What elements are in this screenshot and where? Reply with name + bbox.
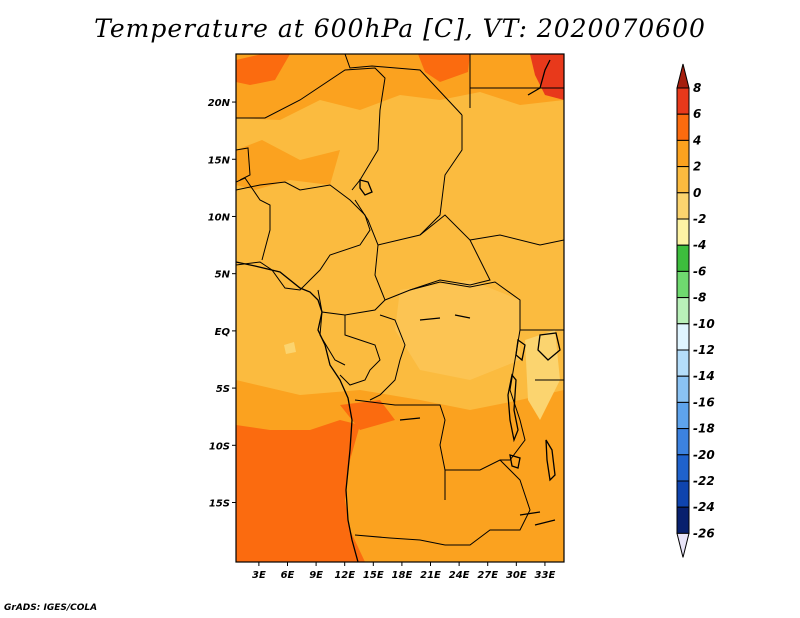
field-north-2-4: [236, 54, 564, 120]
colorbar-over-triangle: [676, 63, 690, 89]
colorbar-segment: [676, 218, 690, 246]
red-sea-coast: [527, 59, 551, 96]
colorbar-segment: [676, 87, 690, 115]
colorbar-label: -4: [693, 238, 706, 252]
colorbar-segment: [676, 244, 690, 272]
lon-tick-label: 27E: [477, 570, 498, 581]
boundary-drc-east: [500, 329, 526, 461]
lake-malawi: [545, 439, 556, 482]
lon-tick-label: 6E: [281, 570, 295, 581]
lon-tick-label: 12E: [334, 570, 355, 581]
lon-tick-label: 24E: [449, 570, 470, 581]
colorbar-label: -2: [693, 212, 706, 226]
boundary-drc-west: [369, 314, 406, 401]
boundary-drc-north: [409, 281, 521, 330]
colorbar-segment: [676, 349, 690, 377]
colorbar-segment: [676, 323, 690, 351]
field-lakes-0-neg2: [525, 330, 560, 420]
boundary-niger-chad: [236, 67, 386, 191]
lon-tick-label: 9E: [309, 570, 323, 581]
lake-albert: [515, 338, 526, 362]
field-central-light: [395, 280, 520, 380]
lat-tick-label: 20N: [208, 98, 231, 109]
colorbar-label: 8: [693, 81, 701, 95]
boundary-angola-south: [354, 534, 446, 546]
colorbar-label: -14: [693, 369, 715, 383]
small-coast-bits: [399, 314, 556, 526]
coast-gulf-of-guinea: [236, 261, 359, 562]
lon-tick-label: 15E: [363, 570, 384, 581]
colorbar-label: -20: [693, 448, 715, 462]
colorbar-segment: [676, 480, 690, 508]
country-boundaries: [236, 54, 564, 546]
field-sahel-2-4: [236, 140, 340, 190]
colorbar-segment: [676, 113, 690, 141]
colorbar-segment: [676, 139, 690, 168]
lat-tick-label: 10S: [209, 441, 230, 452]
colorbar-label: -12: [693, 343, 715, 357]
chart-title: Temperature at 600hPa [C], VT: 202007060…: [94, 14, 706, 43]
boundary-zambia: [445, 459, 531, 546]
colorbar-segment: [676, 192, 690, 220]
lat-tick-label: 5N: [215, 270, 231, 281]
lat-tick-label: 15N: [208, 155, 231, 166]
longitude-axis: 3E 6E 9E 12E 15E 18E 21E 24E 27E 30E 33E: [252, 562, 555, 581]
colorbar-label: -26: [693, 526, 715, 540]
colorbar-segment: [676, 297, 690, 325]
colorbar-segment: [676, 270, 690, 299]
colorbar-segment: [676, 506, 690, 534]
lake-tanganyika: [507, 373, 519, 443]
lon-tick-label: 3E: [252, 570, 266, 581]
lake-chad: [359, 179, 373, 196]
lake-victoria: [537, 332, 561, 361]
latitude-axis: 20N 15N 10N 5N EQ 5S 10S 15S: [208, 98, 236, 510]
temperature-field: [236, 54, 564, 562]
field-small-cool-patch: [284, 342, 296, 354]
colorbar-label: -22: [693, 474, 715, 488]
colorbar-label: -8: [693, 291, 706, 305]
lat-tick-label: 15S: [209, 499, 230, 510]
lon-tick-label: 33E: [535, 570, 556, 581]
colorbar: 8 6 4 2 0 -2 -4 -6 -8 -10 -12 -14 -16 -18 -20 -22 -24 -26: [676, 63, 715, 558]
lat-tick-label: EQ: [215, 327, 231, 338]
map-frame: [235, 53, 565, 563]
credit-text: GrADS: IGES/COLA: [4, 603, 98, 613]
boundary-southsudan: [469, 234, 564, 246]
field-angola-coast-4-6: [340, 400, 395, 430]
lake-mweru: [509, 454, 521, 469]
coastlines: [236, 59, 561, 562]
field-north-centre-4-6: [418, 54, 470, 82]
colorbar-label: 0: [693, 186, 701, 200]
colorbar-segment: [676, 375, 690, 403]
colorbar-label: -18: [693, 422, 715, 436]
boundary-car: [377, 214, 491, 301]
boundary-chad-sudan: [419, 115, 463, 236]
field-southwest-4-6: [236, 420, 365, 562]
colorbar-label: -10: [693, 317, 715, 331]
colorbar-label: -6: [693, 264, 706, 278]
boundary-gabon: [319, 311, 346, 366]
colorbar-label: -24: [693, 500, 715, 514]
boundary-chad-libya: [344, 54, 463, 116]
colorbar-label: -16: [693, 395, 715, 409]
colorbar-under-triangle: [676, 532, 690, 558]
lat-tick-label: 10N: [208, 212, 231, 223]
lon-tick-label: 30E: [506, 570, 527, 581]
field-north-west-4-6: [236, 54, 290, 85]
boundary-mali-niger: [236, 147, 251, 181]
lon-tick-label: 18E: [392, 570, 413, 581]
lat-tick-label: 5S: [216, 384, 230, 395]
boundary-nigeria: [236, 181, 371, 291]
colorbar-segment: [676, 454, 690, 482]
colorbar-label: 4: [692, 133, 701, 147]
colorbar-segment: [676, 428, 690, 456]
colorbar-segment: [676, 401, 690, 430]
boundary-congo: [339, 315, 381, 386]
colorbar-label: 2: [693, 160, 701, 174]
colorbar-label: 6: [693, 107, 701, 121]
colorbar-segment: [676, 166, 690, 194]
lon-tick-label: 21E: [420, 570, 441, 581]
